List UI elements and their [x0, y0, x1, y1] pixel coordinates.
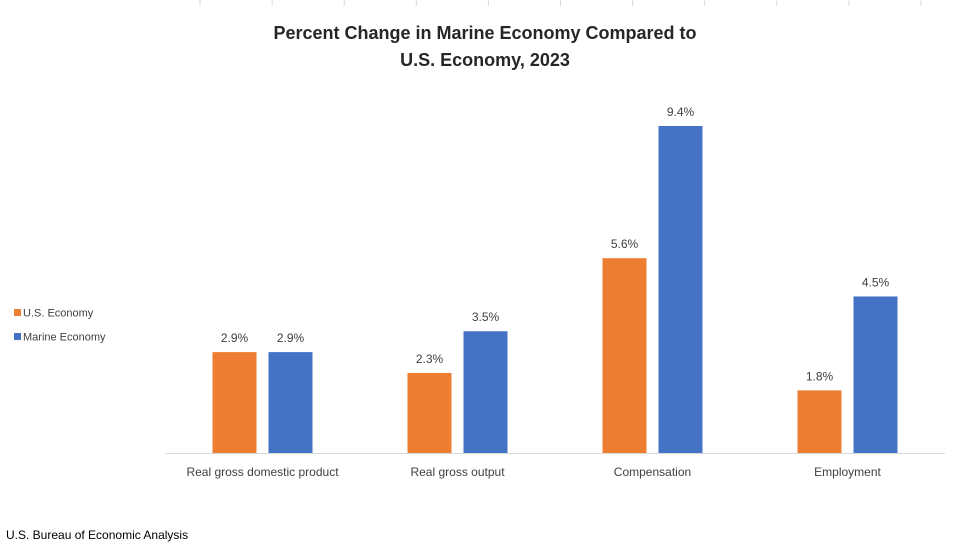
- bar-marine-economy: [853, 296, 898, 453]
- legend-swatch: [14, 309, 21, 316]
- x-tick-label: Employment: [814, 465, 881, 479]
- title-line-1: Percent Change in Marine Economy Compare…: [273, 23, 697, 43]
- legend-swatch: [14, 333, 21, 340]
- x-tick-label: Real gross domestic product: [186, 465, 339, 479]
- source-note: U.S. Bureau of Economic Analysis: [6, 528, 189, 542]
- chart-title: Percent Change in Marine Economy Compare…: [0, 20, 953, 74]
- data-label: 4.5%: [862, 275, 890, 289]
- bar-us-economy: [212, 352, 257, 453]
- bar-marine-economy: [658, 126, 703, 453]
- data-label: 1.8%: [806, 369, 834, 383]
- bar-us-economy: [797, 390, 842, 453]
- data-label: 5.6%: [611, 237, 639, 251]
- bar-marine-economy: [463, 331, 508, 453]
- bar-marine-economy: [268, 352, 313, 453]
- legend-label: Marine Economy: [23, 332, 106, 344]
- bar-us-economy: [407, 372, 452, 453]
- x-tick-label: Compensation: [614, 465, 691, 479]
- data-label: 2.9%: [277, 331, 305, 345]
- title-line-2: U.S. Economy, 2023: [400, 50, 570, 70]
- data-label: 2.3%: [416, 352, 444, 366]
- data-label: 3.5%: [472, 310, 500, 324]
- legend-label: U.S. Economy: [23, 308, 94, 320]
- data-label: 2.9%: [221, 331, 249, 345]
- data-label: 9.4%: [667, 105, 695, 119]
- bar-us-economy: [602, 258, 647, 453]
- x-tick-label: Real gross output: [410, 465, 505, 479]
